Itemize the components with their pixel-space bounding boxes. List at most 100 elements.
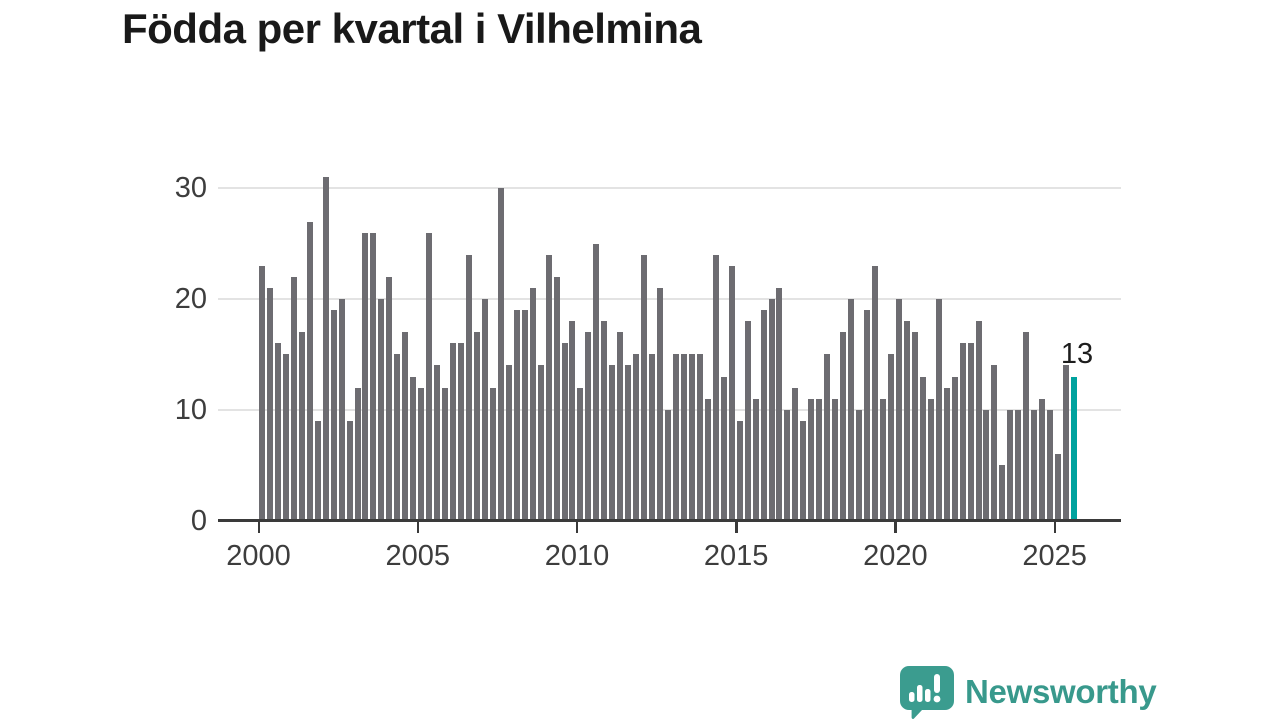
bar: [919, 376, 926, 521]
bar: [800, 420, 807, 521]
bar: [879, 398, 886, 521]
bar: [1015, 409, 1022, 521]
bar: [728, 265, 735, 521]
last-bar-value-label: 13: [1060, 337, 1094, 370]
bar: [1031, 409, 1038, 521]
y-axis-tick-label: 30: [174, 172, 207, 205]
bar: [1063, 365, 1070, 521]
y-axis-tick-label: 0: [190, 504, 207, 537]
x-axis-tick-label: 2010: [544, 540, 610, 572]
bar: [887, 354, 894, 521]
bar: [951, 376, 958, 521]
bar: [808, 398, 815, 521]
bar: [497, 188, 504, 521]
bar: [1023, 332, 1030, 521]
bar: [665, 409, 672, 521]
bar-highlighted: [1071, 376, 1078, 521]
chart-title: Födda per kvartal i Vilhelmina: [122, 5, 702, 52]
bar: [641, 254, 648, 521]
x-axis-tick: [416, 522, 420, 533]
bar: [569, 321, 576, 521]
brand-logo: Newsworthy: [897, 664, 1157, 720]
bar: [959, 343, 966, 521]
bar: [633, 354, 640, 521]
bar: [577, 387, 584, 521]
brand-name: Newsworthy: [965, 673, 1157, 710]
bar: [465, 254, 472, 521]
bar: [816, 398, 823, 521]
bar: [752, 398, 759, 521]
bar: [832, 398, 839, 521]
bar: [386, 276, 393, 521]
bar: [410, 376, 417, 521]
bar: [688, 354, 695, 521]
bar: [418, 387, 425, 521]
bar: [991, 365, 998, 521]
bar: [545, 254, 552, 521]
x-axis-tick-label: 2015: [703, 540, 769, 572]
bar: [935, 299, 942, 521]
x-axis-tick-label: 2025: [1022, 540, 1087, 572]
bar: [848, 299, 855, 521]
bar: [872, 265, 879, 521]
bar: [1047, 409, 1054, 521]
bar: [370, 232, 377, 521]
bar: [481, 299, 488, 521]
bar: [1039, 398, 1046, 521]
bar: [895, 299, 902, 521]
bar: [330, 310, 337, 521]
bar: [609, 365, 616, 521]
bar: [967, 343, 974, 521]
bar: [450, 343, 457, 521]
bar: [999, 465, 1006, 521]
bar: [266, 287, 273, 521]
bar: [513, 310, 520, 521]
bar: [553, 276, 560, 521]
bar: [672, 354, 679, 521]
bar: [282, 354, 289, 521]
bar: [298, 332, 305, 521]
bar: [983, 409, 990, 521]
x-axis-line: [218, 519, 1121, 522]
x-axis-tick: [894, 522, 897, 533]
bar: [402, 332, 409, 521]
bar: [434, 365, 441, 521]
bar: [593, 243, 600, 521]
bar: [473, 332, 480, 521]
bar: [768, 299, 775, 521]
bar: [1055, 454, 1062, 521]
y-axis-tick-label: 20: [174, 283, 207, 316]
gridline-y-30: [218, 187, 1121, 190]
bar: [824, 354, 831, 521]
bar: [601, 321, 608, 521]
bar: [617, 332, 624, 521]
bar: [505, 365, 512, 521]
bar: [975, 321, 982, 521]
bar: [625, 365, 632, 521]
x-axis-tick-label: 2020: [863, 540, 928, 572]
x-axis-tick: [1053, 522, 1057, 533]
bar: [712, 254, 719, 521]
bar: [1007, 409, 1014, 521]
bar: [354, 387, 361, 521]
bar: [346, 420, 353, 521]
gridline-y-20: [218, 298, 1121, 301]
bar: [792, 387, 799, 521]
bar: [458, 343, 465, 521]
bar: [442, 387, 449, 521]
bar: [704, 398, 711, 521]
bar: [903, 321, 910, 521]
bar: [259, 265, 265, 521]
bar: [585, 332, 592, 521]
bar: [657, 287, 664, 521]
bar: [744, 321, 751, 521]
bar: [338, 299, 345, 521]
bar: [426, 232, 433, 521]
bar: [927, 398, 934, 521]
bar: [776, 287, 783, 521]
bar: [521, 310, 528, 521]
bar: [864, 310, 871, 521]
x-axis-tick-label: 2005: [385, 540, 450, 572]
x-axis-tick: [257, 522, 260, 533]
